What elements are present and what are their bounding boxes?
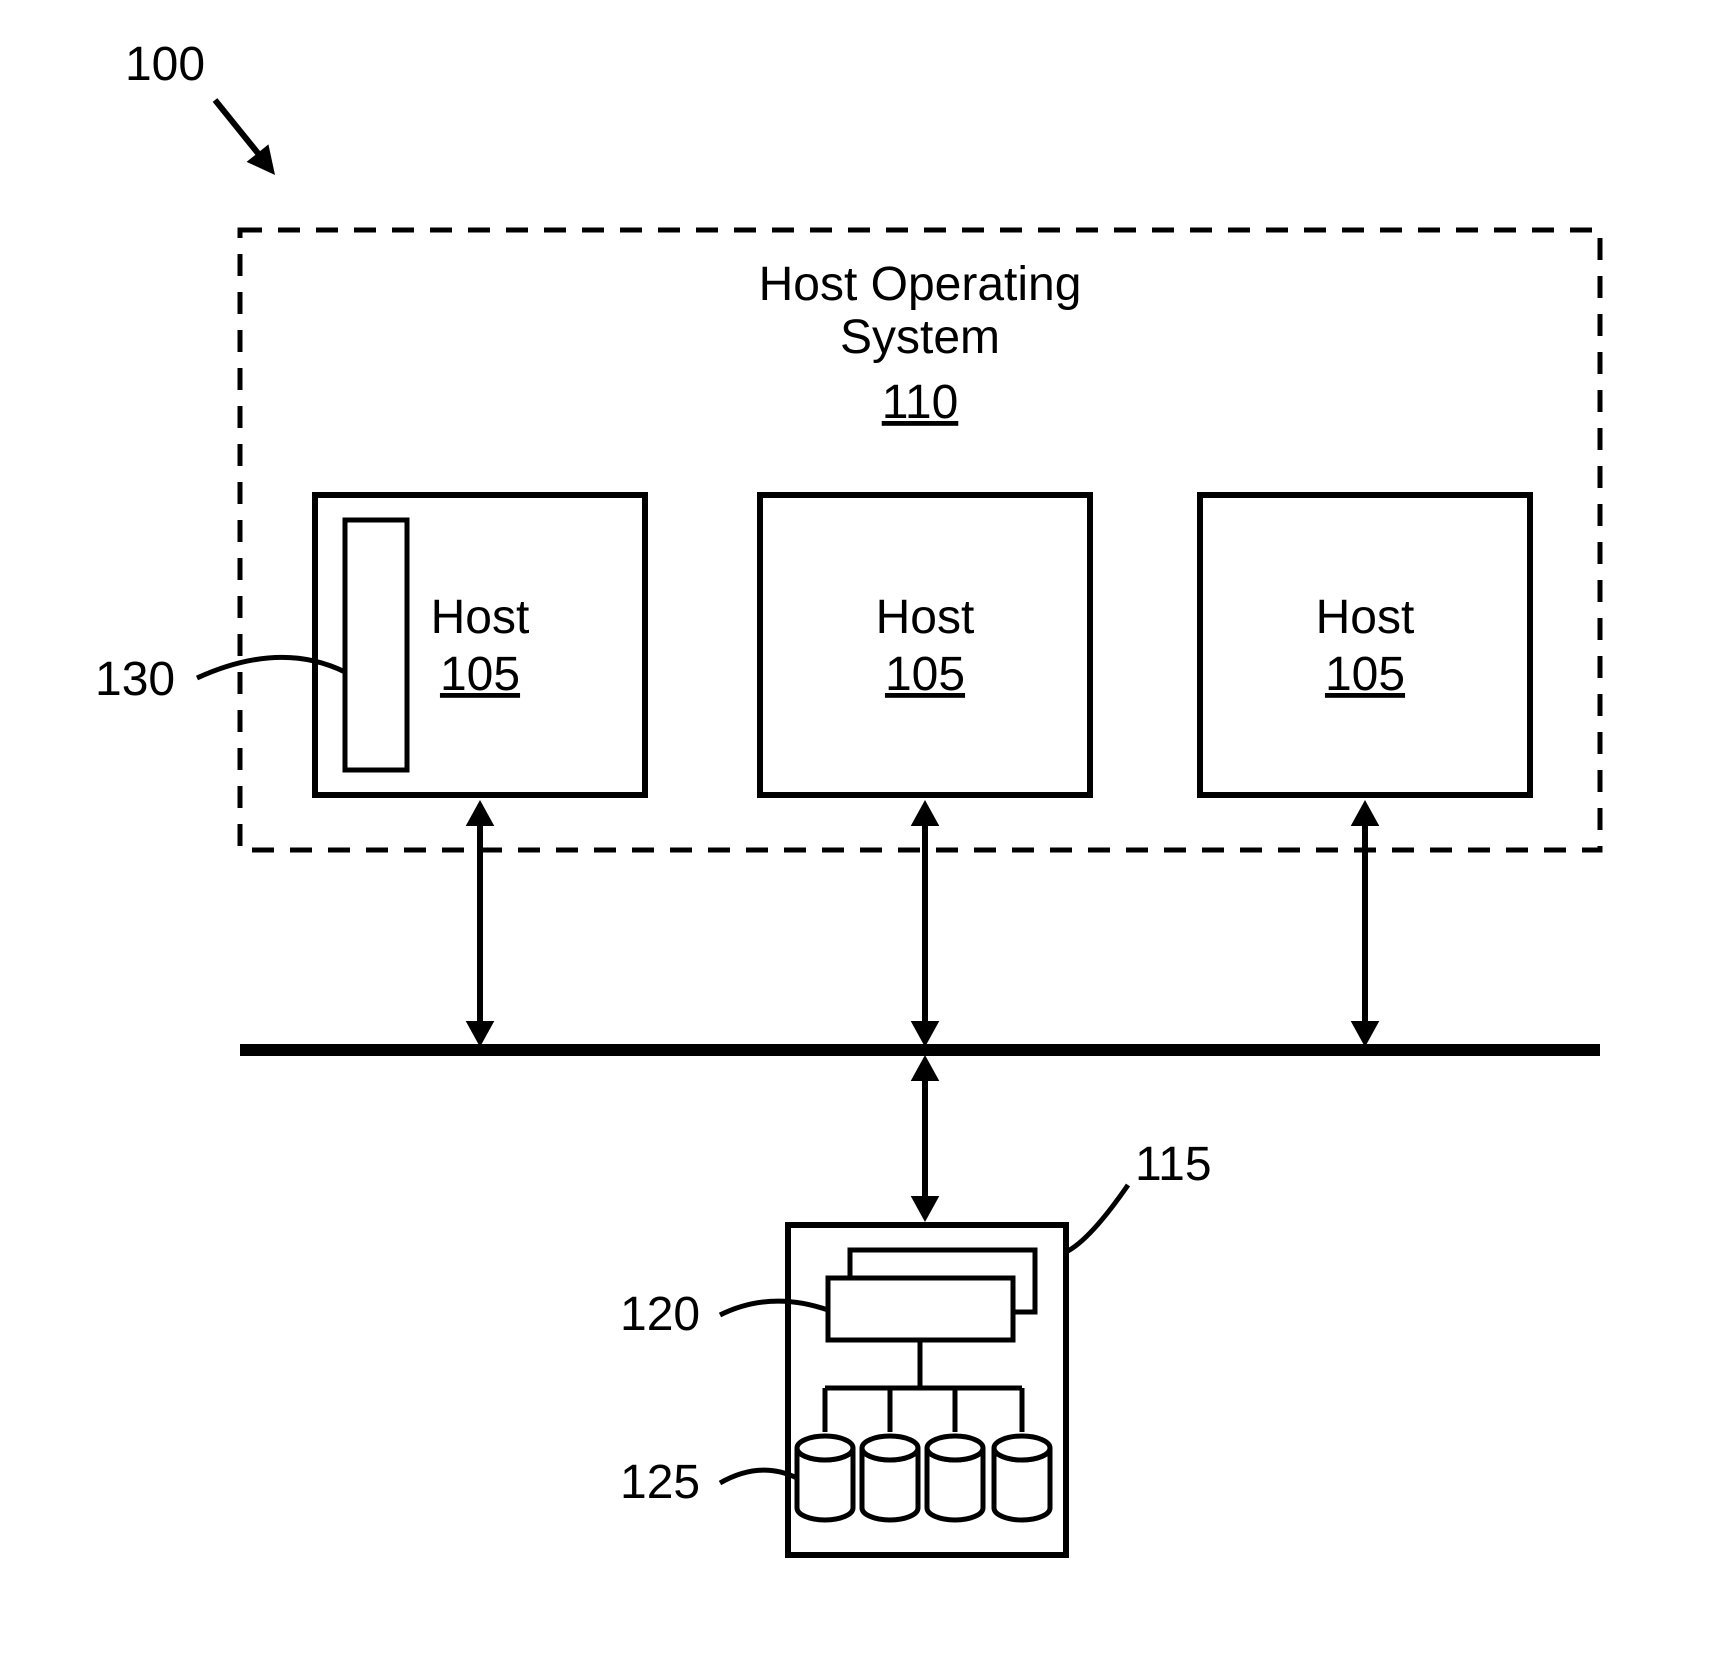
host-box-2: Host105	[760, 495, 1090, 795]
host-box-3: Host105	[1200, 495, 1530, 795]
ref-115: 115	[1066, 1138, 1212, 1252]
host-os-title: Host OperatingSystem 110	[759, 258, 1082, 429]
svg-text:105: 105	[885, 648, 965, 701]
controllers	[828, 1250, 1035, 1340]
double-arrow	[466, 800, 495, 1047]
ref-130: 130	[95, 653, 345, 706]
double-arrow	[911, 800, 940, 1047]
double-arrow	[911, 1055, 940, 1222]
svg-text:Host: Host	[431, 591, 530, 644]
svg-text:125: 125	[620, 1456, 700, 1509]
svg-text:105: 105	[440, 648, 520, 701]
svg-text:110: 110	[882, 376, 959, 429]
svg-text:Host: Host	[876, 591, 975, 644]
ref-125: 125	[620, 1456, 797, 1509]
svg-text:115: 115	[1135, 1138, 1212, 1191]
svg-text:105: 105	[1325, 648, 1405, 701]
double-arrow	[1351, 800, 1380, 1047]
svg-text:Host Operating: Host Operating	[759, 258, 1082, 311]
svg-text:130: 130	[95, 653, 175, 706]
host-agent-rect	[345, 520, 407, 770]
svg-text:120: 120	[620, 1288, 700, 1341]
figure-ref-100: 100	[125, 38, 275, 175]
svg-text:System: System	[840, 311, 1000, 364]
svg-text:Host: Host	[1316, 591, 1415, 644]
svg-text:100: 100	[125, 38, 205, 91]
